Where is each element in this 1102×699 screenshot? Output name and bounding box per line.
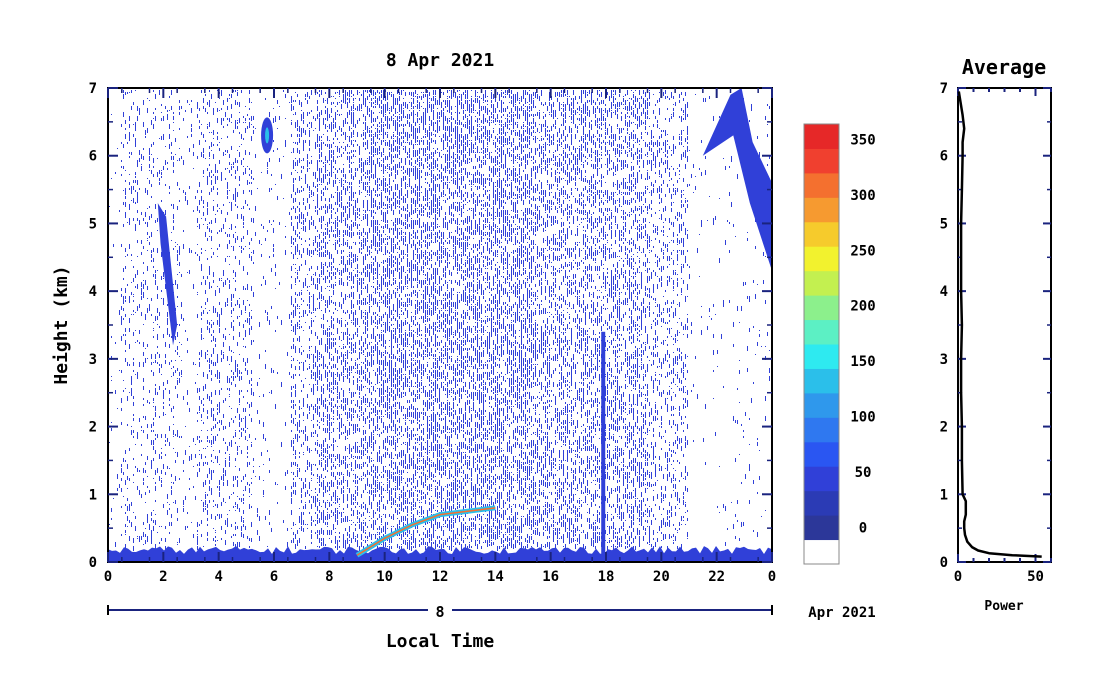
cloud-echo-early bbox=[157, 203, 178, 346]
colorbar-band bbox=[804, 441, 839, 467]
heatmap-plot bbox=[108, 88, 772, 562]
x-axis-label: Local Time bbox=[386, 631, 495, 652]
avg-x-tick-label: 0 bbox=[954, 569, 962, 585]
y-tick-label: 5 bbox=[89, 216, 97, 232]
x-tick-label: 4 bbox=[214, 569, 222, 585]
x-tick-label: 8 bbox=[325, 569, 333, 585]
y-tick-label: 6 bbox=[89, 149, 97, 165]
cloud-echo-morning-core bbox=[265, 127, 270, 144]
colorbar-band bbox=[804, 246, 839, 272]
colorbar-band bbox=[804, 344, 839, 369]
x-tick-label: 22 bbox=[708, 569, 725, 585]
x-tick-label: 6 bbox=[270, 569, 278, 585]
x-tick-label: 10 bbox=[376, 569, 393, 585]
colorbar-band bbox=[804, 124, 839, 149]
colorbar-band bbox=[804, 392, 839, 418]
colorbar-band bbox=[804, 148, 839, 174]
colorbar-band bbox=[804, 270, 839, 296]
colorbar-band bbox=[804, 295, 839, 321]
avg-y-tick-label: 3 bbox=[940, 352, 948, 368]
avg-x-tick-label: 50 bbox=[1027, 569, 1044, 585]
colorbar-frame bbox=[803, 123, 840, 565]
x-tick-label: 12 bbox=[432, 569, 449, 585]
colorbar-tick-label: 350 bbox=[850, 132, 875, 148]
x-tick-label: 0 bbox=[768, 569, 776, 585]
power-axis-label: Power bbox=[984, 599, 1023, 614]
colorbar-band bbox=[804, 515, 839, 541]
y-tick-label: 3 bbox=[89, 352, 97, 368]
x-tick-label: 14 bbox=[487, 569, 504, 585]
colorbar-band bbox=[804, 539, 839, 565]
average-power-profile-line bbox=[957, 91, 1042, 558]
average-frame bbox=[957, 87, 1052, 563]
avg-y-tick-label: 0 bbox=[940, 555, 948, 571]
avg-y-tick-label: 4 bbox=[940, 284, 948, 300]
avg-y-tick-label: 2 bbox=[940, 420, 948, 436]
colorbar-tick-label: 150 bbox=[850, 354, 875, 370]
y-tick-label: 7 bbox=[89, 81, 97, 97]
y-tick-label: 0 bbox=[89, 555, 97, 571]
colorbar-band bbox=[804, 172, 839, 198]
colorbar-tick-label: 50 bbox=[855, 465, 872, 481]
colorbar-band bbox=[804, 417, 839, 443]
cloud-echo-evening bbox=[702, 88, 772, 271]
colorbar-band bbox=[804, 368, 839, 394]
colorbar-band bbox=[804, 490, 839, 516]
average-title: Average bbox=[962, 55, 1046, 79]
y-tick-label: 1 bbox=[89, 487, 97, 503]
heatmap-speckle-echoes bbox=[109, 90, 770, 551]
date-bar-day-label: 8 bbox=[435, 603, 444, 621]
x-tick-label: 2 bbox=[159, 569, 167, 585]
avg-y-tick-label: 5 bbox=[940, 216, 948, 232]
colorbar-tick-label: 100 bbox=[850, 410, 875, 426]
avg-y-tick-label: 7 bbox=[940, 81, 948, 97]
x-tick-label: 16 bbox=[542, 569, 559, 585]
x-tick-label: 20 bbox=[653, 569, 670, 585]
y-axis-label: Height (km) bbox=[51, 265, 72, 384]
colorbar: 0 50 100 150 200 250 300 350 bbox=[803, 123, 876, 565]
colorbar-tick-label: 300 bbox=[850, 188, 875, 204]
colorbar-tick-label: 200 bbox=[850, 299, 875, 315]
colorbar-tick-label: 250 bbox=[850, 243, 875, 259]
x-tick-label: 18 bbox=[598, 569, 615, 585]
x-tick-label: 0 bbox=[104, 569, 112, 585]
colorbar-band bbox=[804, 319, 839, 345]
average-profile-plot: 0 1 2 3 4 5 6 7 0 50 bbox=[940, 81, 1052, 585]
date-bar bbox=[107, 605, 773, 615]
main-title: 8 Apr 2021 bbox=[386, 50, 494, 71]
date-bar-month-label: Apr 2021 bbox=[808, 605, 875, 621]
colorbar-band bbox=[804, 466, 839, 492]
y-tick-label: 2 bbox=[89, 420, 97, 436]
avg-y-tick-label: 6 bbox=[940, 149, 948, 165]
boundary-layer-top-core bbox=[356, 507, 496, 556]
colorbar-band bbox=[804, 197, 839, 223]
precipitation-streak bbox=[601, 331, 606, 562]
colorbar-band bbox=[804, 221, 839, 247]
colorbar-tick-label: 0 bbox=[859, 520, 867, 536]
y-tick-label: 4 bbox=[89, 284, 97, 300]
avg-y-tick-label: 1 bbox=[940, 487, 948, 503]
